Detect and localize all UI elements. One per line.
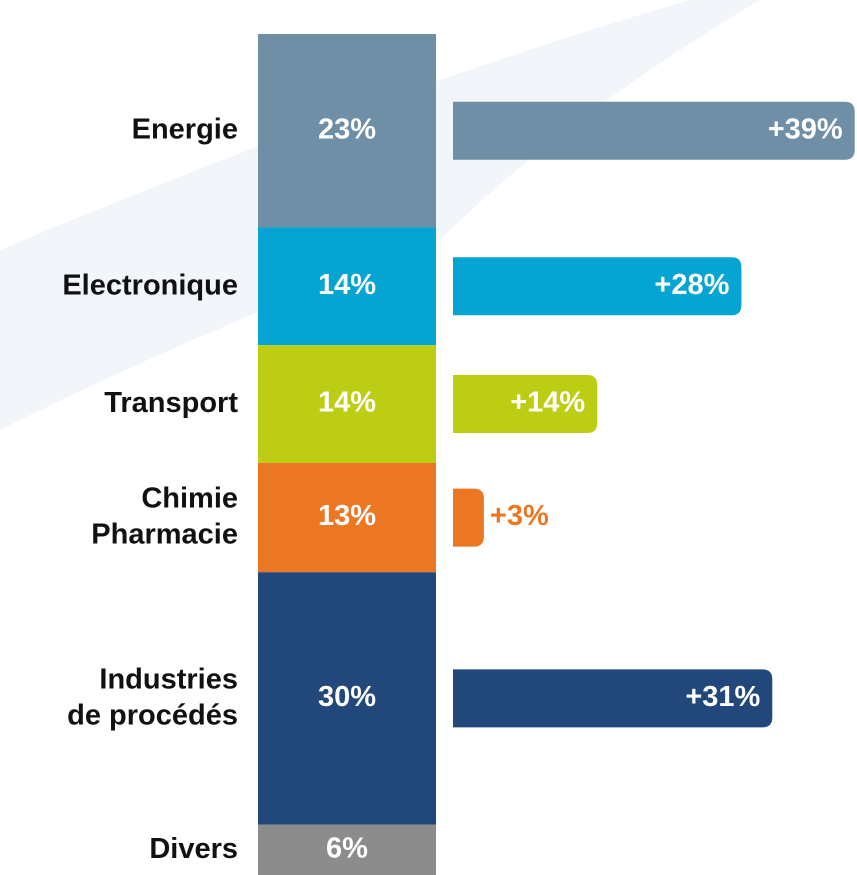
category-line: de procédés <box>67 699 238 731</box>
category-line: Transport <box>104 387 238 419</box>
growth-label: +39% <box>768 113 843 145</box>
growth-bar <box>453 257 742 316</box>
share-segment <box>258 345 436 463</box>
category-line: Electronique <box>62 269 238 301</box>
category-line: Chimie <box>141 482 238 514</box>
share-label: 6% <box>326 832 368 864</box>
category-label: Transport <box>104 387 238 419</box>
category-label: Industries de procédés <box>67 663 238 731</box>
category-label: Divers <box>149 832 238 864</box>
growth-label: +3% <box>490 500 549 532</box>
share-segment <box>258 572 436 825</box>
category-line: Energie <box>132 113 238 145</box>
category-label: Electronique <box>62 269 238 301</box>
share-segment <box>258 824 436 875</box>
growth-bar <box>453 488 484 547</box>
share-label: 14% <box>318 387 376 419</box>
category-label: Chimie Pharmacie <box>91 482 238 550</box>
share-label: 13% <box>318 500 376 532</box>
category-line: Divers <box>149 832 238 864</box>
share-segment <box>258 227 436 346</box>
share-segment <box>258 34 436 228</box>
category-line: Industries <box>99 663 238 695</box>
growth-label: +14% <box>510 387 585 419</box>
share-label: 14% <box>318 269 376 301</box>
share-segment <box>258 462 436 573</box>
share-label: 23% <box>318 113 376 145</box>
growth-bar <box>453 101 855 160</box>
category-line: Pharmacie <box>91 518 238 550</box>
growth-label: +31% <box>685 681 760 713</box>
growth-bar <box>453 375 598 434</box>
share-label: 30% <box>318 681 376 713</box>
growth-label: +28% <box>654 269 729 301</box>
growth-bar <box>453 669 773 728</box>
category-label: Energie <box>132 113 238 145</box>
